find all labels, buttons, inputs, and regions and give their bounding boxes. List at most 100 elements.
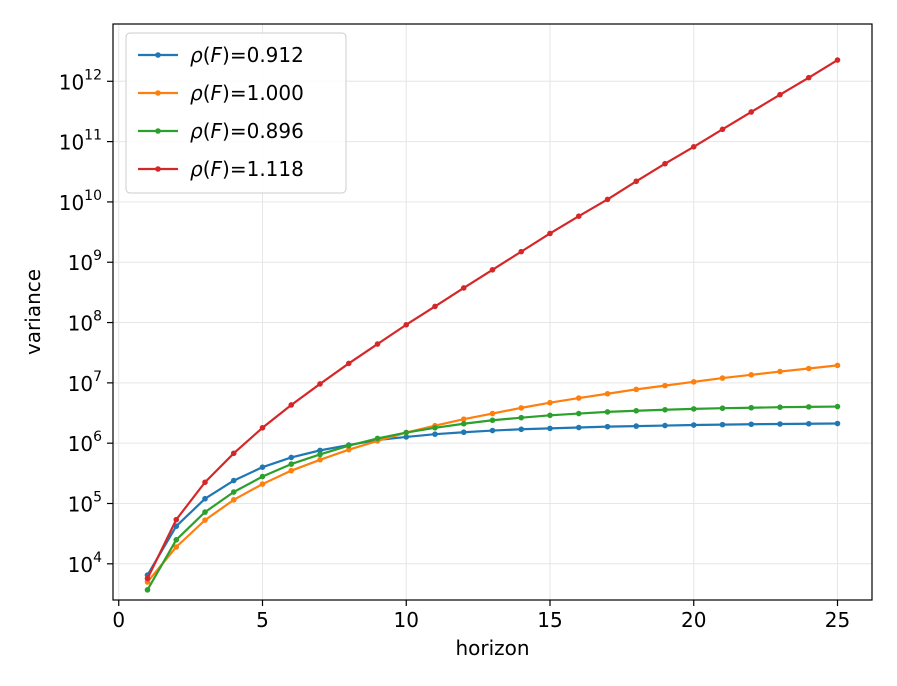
data-point (144, 575, 151, 582)
data-point (748, 421, 755, 428)
data-point (662, 160, 668, 167)
data-point (547, 399, 553, 406)
x-tick-label: 5 (256, 608, 269, 632)
data-point (173, 516, 180, 523)
legend-swatch-marker (155, 128, 161, 134)
series-layer (144, 57, 841, 593)
data-point (317, 457, 323, 463)
data-point (202, 495, 208, 502)
data-point (202, 517, 208, 523)
data-point (575, 395, 582, 401)
legend-label: ρ(F)=0.912 (190, 43, 304, 67)
data-point (230, 477, 237, 484)
grid-lines (113, 24, 872, 600)
data-point (834, 57, 841, 63)
data-point (547, 425, 553, 432)
data-point (575, 410, 582, 417)
data-point (662, 382, 668, 389)
data-point (777, 91, 783, 98)
series-3 (144, 403, 841, 593)
data-point (432, 424, 438, 431)
data-point (173, 537, 180, 543)
data-point (288, 402, 295, 408)
data-point (575, 213, 582, 219)
legend-swatch-marker (155, 52, 161, 58)
data-point (403, 429, 410, 436)
data-point (748, 404, 755, 411)
y-axis-title: variance (21, 269, 45, 355)
data-point (202, 509, 208, 515)
data-point (748, 372, 755, 378)
x-tick-label: 10 (394, 608, 419, 632)
data-point (345, 446, 352, 453)
data-point (633, 423, 640, 429)
x-tick-label: 25 (825, 608, 850, 632)
data-point (518, 426, 525, 433)
data-point (317, 451, 323, 458)
data-point (259, 481, 266, 487)
data-point (173, 544, 180, 550)
data-point (690, 422, 697, 428)
data-point (202, 479, 208, 486)
data-point (805, 74, 812, 81)
data-point (518, 405, 525, 411)
data-point (259, 424, 266, 431)
y-tick-label: 1012 (59, 67, 102, 94)
data-point (834, 362, 841, 369)
data-point (374, 341, 381, 347)
data-point (518, 414, 525, 421)
data-point (805, 365, 812, 372)
data-point (489, 410, 496, 417)
data-point (489, 266, 496, 273)
data-point (604, 390, 611, 397)
data-point (460, 416, 467, 422)
data-point (719, 405, 726, 412)
data-point (662, 406, 668, 413)
data-point (547, 230, 553, 237)
legend-label: ρ(F)=0.896 (190, 119, 304, 143)
data-point (633, 386, 640, 393)
data-point (345, 360, 352, 367)
data-point (460, 285, 467, 291)
data-point (489, 427, 496, 434)
data-point (604, 409, 611, 415)
data-point (604, 423, 611, 430)
data-point (144, 587, 151, 593)
data-point (288, 461, 295, 467)
data-point (230, 450, 237, 457)
data-point (230, 489, 237, 495)
legend-swatch-marker (155, 90, 161, 96)
data-point (317, 381, 323, 387)
data-point (690, 406, 697, 412)
data-point (489, 417, 496, 424)
data-point (748, 109, 755, 115)
data-point (662, 422, 668, 429)
data-point (460, 429, 467, 436)
data-point (777, 404, 783, 411)
legend-label: ρ(F)=1.118 (190, 157, 304, 181)
data-point (575, 424, 582, 431)
data-point (633, 407, 640, 414)
data-point (834, 403, 841, 410)
data-point (633, 178, 640, 185)
data-point (345, 442, 352, 449)
data-point (288, 467, 295, 474)
data-point (690, 379, 697, 385)
data-point (834, 420, 841, 427)
data-point (690, 144, 697, 150)
data-point (547, 412, 553, 419)
data-point (719, 375, 726, 381)
data-point (777, 421, 783, 427)
data-point (317, 447, 323, 454)
data-point (805, 420, 812, 427)
data-point (374, 435, 381, 442)
legend-label: ρ(F)=1.000 (190, 81, 304, 105)
data-point (719, 421, 726, 428)
y-tick-label: 105 (68, 489, 102, 516)
data-point (259, 473, 266, 480)
data-point (403, 321, 410, 328)
x-axis: 0 5 10 15 20 25 (112, 600, 850, 632)
data-point (518, 248, 525, 255)
x-axis-title: horizon (455, 636, 529, 660)
